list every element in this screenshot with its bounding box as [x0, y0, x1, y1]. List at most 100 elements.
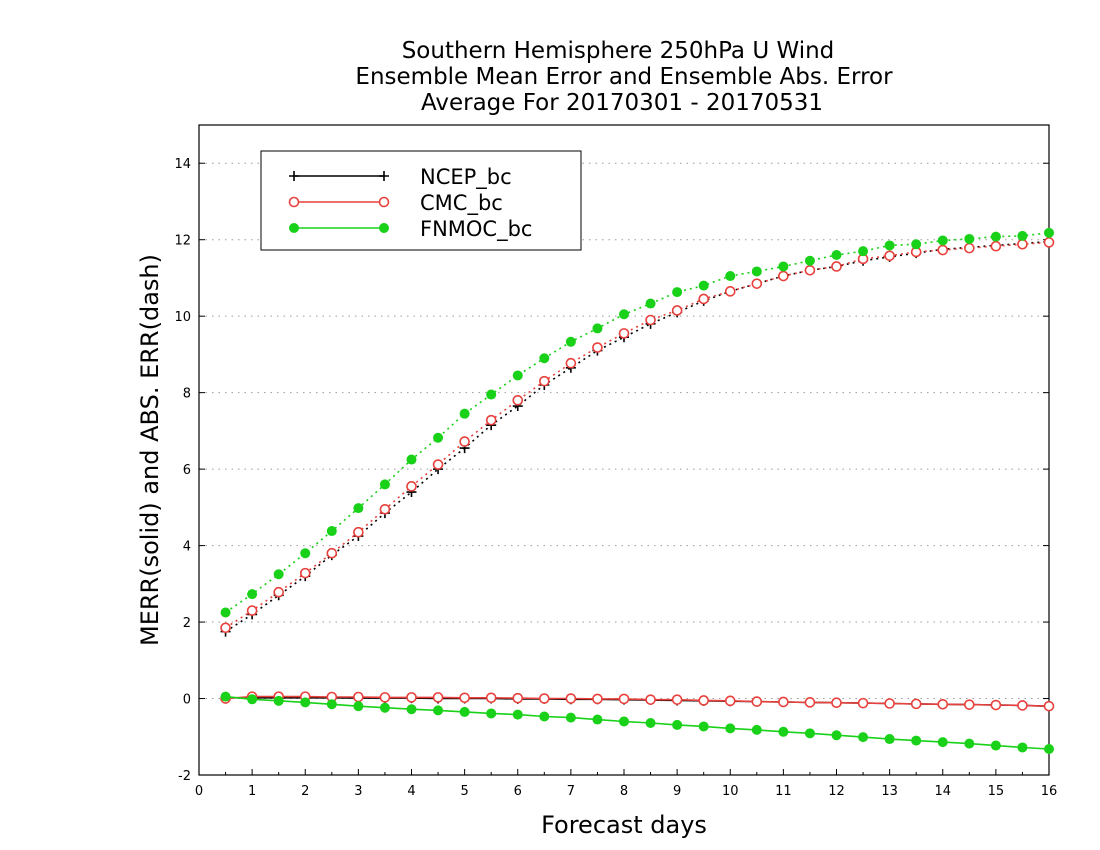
cmc-bc-mean-error-point: [831, 697, 842, 709]
cmc-bc-abs-error-point: [512, 394, 524, 406]
cmc-bc-abs-error-point: [1017, 238, 1028, 250]
plot-frame: [198, 124, 1050, 776]
cmc-bc-abs-error-point: [618, 328, 630, 339]
fnmoc-bc-abs-error-point: [539, 353, 550, 364]
x-tick-label: 14: [934, 784, 951, 799]
fnmoc-bc-abs-error-point: [964, 233, 975, 244]
y-tick-label: -2: [178, 769, 191, 784]
legend-marker-end: [378, 196, 390, 208]
y-tick-label: 14: [174, 157, 191, 172]
fnmoc-bc-mean-error-point: [858, 732, 869, 743]
fnmoc-bc-mean-error-point: [220, 691, 231, 702]
fnmoc-bc-abs-error-point: [672, 287, 683, 298]
x-tick-label: 3: [354, 784, 362, 799]
cmc-bc-mean-error-point: [353, 691, 364, 703]
fnmoc-bc-abs-error-point: [406, 454, 417, 465]
fnmoc-bc-abs-error-point: [1044, 227, 1054, 238]
cmc-bc-mean-error-point: [857, 697, 869, 709]
cmc-bc-mean-error-point: [1043, 700, 1055, 712]
cmc-bc-abs-error-point: [273, 586, 284, 598]
cmc-bc-mean-error-point: [937, 698, 949, 710]
fnmoc-bc-abs-error-point: [831, 250, 842, 260]
cmc-bc-abs-error-point: [539, 375, 550, 387]
fnmoc-bc-abs-error-line: [225, 232, 1050, 614]
cmc-bc-mean-error-point: [884, 698, 895, 709]
series-cmc-bc: [220, 237, 1055, 712]
fnmoc-bc-mean-error-point: [751, 724, 762, 735]
y-tick-label: 2: [183, 616, 191, 631]
cmc-bc-mean-error-point: [618, 693, 630, 705]
cmc-bc-abs-error-point: [565, 357, 577, 369]
fnmoc-bc-abs-error-point: [937, 235, 948, 246]
fnmoc-bc-mean-error-point: [725, 723, 736, 734]
cmc-bc-mean-error-point: [671, 694, 683, 705]
fnmoc-bc-mean-error-point: [433, 705, 444, 716]
cmc-bc-mean-error-point: [1017, 700, 1028, 711]
fnmoc-bc-mean-error-point: [539, 711, 550, 722]
fnmoc-bc-mean-error-point: [273, 695, 284, 706]
cmc-bc-abs-error-point: [645, 314, 656, 326]
cmc-bc-abs-error-point: [432, 459, 444, 470]
cmc-bc-mean-error-point: [406, 692, 417, 703]
x-tick-label: 15: [988, 784, 1005, 799]
x-tick-label: 9: [673, 784, 681, 799]
cmc-bc-mean-error-point: [645, 694, 656, 705]
legend-item-cmc-bc: CMC_bc: [288, 191, 503, 216]
chart-title: Southern Hemisphere 250hPa U Wind Ensemb…: [355, 38, 893, 116]
cmc-bc-mean-error-point: [379, 692, 391, 703]
x-tick-label: 4: [407, 784, 415, 799]
fnmoc-bc-abs-error-point: [698, 280, 709, 291]
series-ncep-bc: [220, 236, 1054, 712]
fnmoc-bc-mean-error-point: [911, 735, 922, 746]
fnmoc-bc-abs-error-point: [247, 589, 258, 600]
title-line-3: Average For 20170301 - 20170531: [421, 90, 823, 116]
y-tick-label: 0: [183, 693, 191, 708]
fnmoc-bc-abs-error-point: [459, 408, 470, 419]
x-tick-label: 2: [301, 784, 309, 799]
cmc-bc-abs-error-point: [1043, 237, 1055, 248]
fnmoc-bc-abs-error-point: [725, 271, 736, 282]
fnmoc-bc-abs-error-point: [512, 370, 523, 381]
cmc-bc-abs-error-point: [884, 250, 895, 262]
fnmoc-bc-abs-error-point: [990, 231, 1001, 242]
fnmoc-bc-mean-error-point: [831, 730, 842, 741]
legend-label: CMC_bc: [420, 191, 503, 216]
x-tick-label: 7: [567, 784, 575, 799]
cmc-bc-abs-error-point: [671, 305, 683, 316]
cmc-bc-mean-error-point: [990, 699, 1002, 711]
x-tick-label: 0: [195, 784, 203, 799]
fnmoc-bc-mean-error-point: [672, 719, 683, 730]
fnmoc-bc-mean-error-point: [326, 699, 337, 710]
fnmoc-bc-mean-error-point: [937, 737, 948, 748]
y-tick-label: 12: [174, 234, 191, 249]
cmc-bc-abs-error-point: [246, 605, 258, 616]
cmc-bc-abs-error-point: [220, 622, 231, 634]
fnmoc-bc-mean-error-point: [353, 701, 364, 712]
fnmoc-bc-mean-error-point: [990, 740, 1001, 751]
fnmoc-bc-abs-error-point: [273, 569, 284, 580]
fnmoc-bc-mean-error-point: [1017, 742, 1028, 753]
legend-marker-end: [379, 223, 389, 233]
x-tick-label: 13: [881, 784, 898, 799]
fnmoc-bc-abs-error-point: [858, 246, 869, 257]
fnmoc-bc-abs-error-point: [645, 298, 656, 309]
fnmoc-bc-abs-error-point: [884, 240, 895, 251]
fnmoc-bc-mean-error-point: [247, 694, 258, 705]
cmc-bc-abs-error-point: [485, 414, 497, 426]
fnmoc-bc-abs-error-point: [751, 266, 762, 277]
cmc-bc-abs-error-point: [698, 293, 709, 305]
cmc-bc-mean-error-point: [778, 696, 789, 708]
cmc-bc-abs-error-point: [299, 567, 311, 579]
legend-box: [260, 150, 582, 251]
legend-item-ncep-bc: NCEP_bc: [289, 165, 512, 190]
cmc-bc-abs-error-point: [831, 261, 842, 272]
x-tick-label: 1: [248, 784, 256, 799]
cmc-bc-abs-error-point: [804, 264, 816, 276]
cmc-bc-mean-error-point: [539, 693, 550, 704]
fnmoc-bc-mean-error-point: [778, 726, 789, 737]
fnmoc-bc-abs-error-point: [326, 526, 337, 537]
fnmoc-bc-mean-error-point: [964, 738, 975, 749]
cmc-bc-abs-error-point: [353, 526, 364, 538]
fnmoc-bc-mean-error-point: [1044, 744, 1054, 754]
